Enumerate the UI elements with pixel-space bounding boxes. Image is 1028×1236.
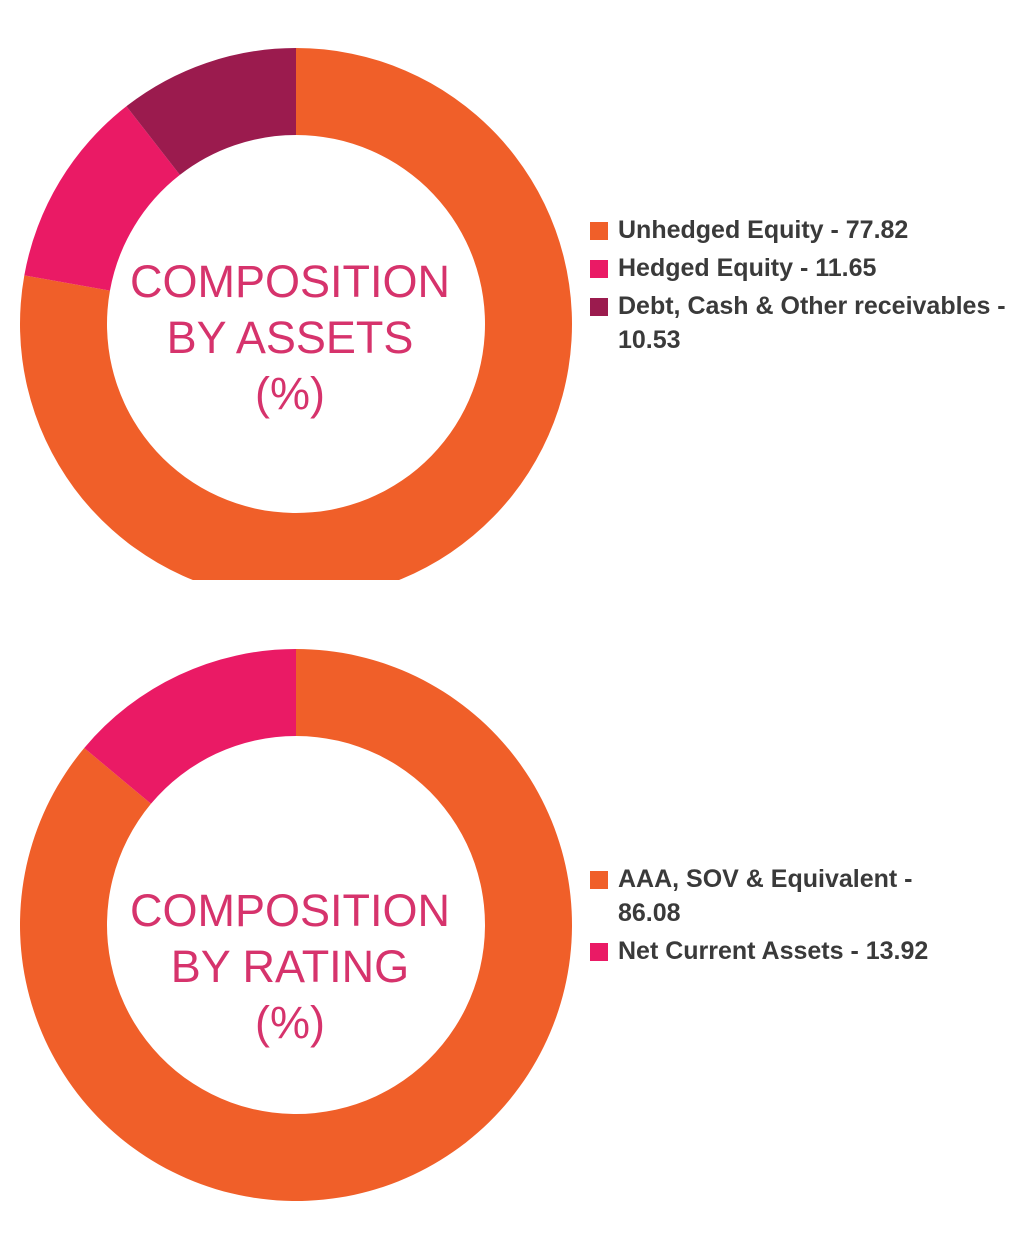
legend-item-net-current-assets: Net Current Assets - 13.92: [590, 934, 950, 968]
donut-slice-1-1: [84, 649, 296, 804]
legend-item-aaa-sov: AAA, SOV & Equivalent - 86.08: [590, 862, 950, 930]
legend-swatch: [590, 871, 608, 889]
legend-item-debt-cash: Debt, Cash & Other receivables - 10.53: [590, 289, 1020, 357]
donut-slice-0-2: [126, 48, 296, 175]
rating-legend: AAA, SOV & Equivalent - 86.08 Net Curren…: [590, 862, 950, 972]
donut-slice-1-0: [19, 649, 572, 1201]
assets-donut: [20, 48, 572, 580]
legend-label: AAA, SOV & Equivalent - 86.08: [618, 865, 913, 927]
legend-swatch: [590, 943, 608, 961]
assets-title-line-3: (%): [255, 368, 325, 419]
legend-item-unhedged-equity: Unhedged Equity - 77.82: [590, 213, 1020, 247]
rating-title-line-3: (%): [255, 997, 325, 1048]
assets-title-line-2: BY ASSETS: [166, 312, 414, 363]
assets-title-line-1: COMPOSITION: [129, 256, 450, 307]
legend-label: Net Current Assets - 13.92: [618, 937, 929, 965]
legend-item-hedged-equity: Hedged Equity - 11.65: [590, 251, 1020, 285]
legend-label: Unhedged Equity - 77.82: [618, 216, 909, 244]
assets-center-title: COMPOSITION BY ASSETS (%): [120, 254, 460, 422]
rating-composition-chart: COMPOSITION BY RATING (%) AAA, SOV & Equ…: [0, 635, 1028, 1215]
legend-label: Hedged Equity - 11.65: [618, 254, 877, 282]
legend-label: Debt, Cash & Other receivables - 10.53: [618, 292, 1006, 354]
legend-swatch: [590, 260, 608, 278]
rating-donut: [19, 649, 572, 1201]
donut-slice-0-0: [20, 48, 572, 580]
assets-composition-chart: COMPOSITION BY ASSETS (%) Unhedged Equit…: [0, 0, 1028, 580]
legend-swatch: [590, 222, 608, 240]
rating-center-title: COMPOSITION BY RATING (%): [120, 883, 460, 1051]
rating-title-line-2: BY RATING: [170, 941, 410, 992]
assets-legend: Unhedged Equity - 77.82 Hedged Equity - …: [590, 213, 1020, 361]
donut-slice-0-1: [24, 106, 180, 291]
legend-swatch: [590, 298, 608, 316]
rating-title-line-1: COMPOSITION: [129, 885, 450, 936]
